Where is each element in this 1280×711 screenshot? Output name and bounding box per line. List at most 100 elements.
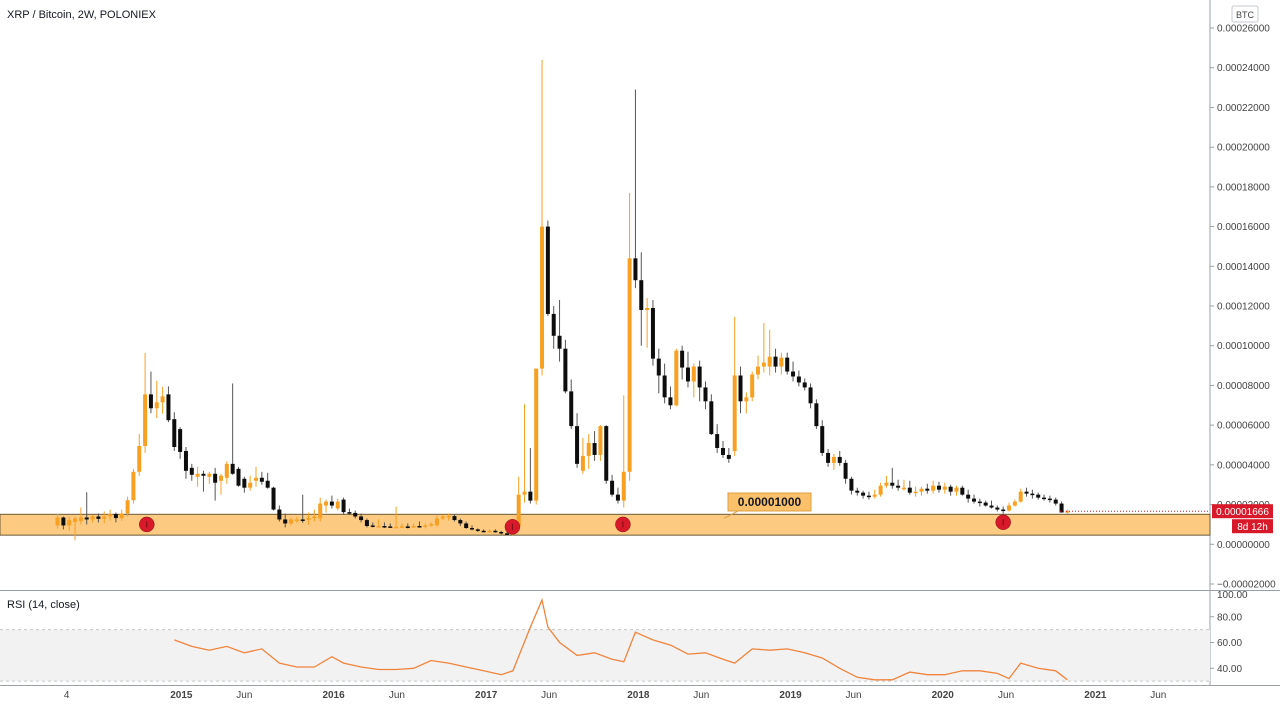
candle-body <box>726 454 731 459</box>
zone-label-box <box>727 492 812 512</box>
candle-body <box>399 526 404 528</box>
candle <box>656 348 661 394</box>
candle-body <box>265 480 270 488</box>
candle-body <box>137 445 142 472</box>
candle <box>1065 509 1070 514</box>
candle <box>125 496 130 517</box>
candle <box>1059 501 1064 513</box>
candle-body <box>849 478 854 491</box>
candle-body <box>855 490 860 493</box>
time-tick-label: Jun <box>236 690 252 701</box>
currency-badge[interactable] <box>1231 5 1259 23</box>
candle <box>1036 492 1041 500</box>
candle <box>376 519 381 528</box>
candle <box>516 476 521 527</box>
candle-body <box>563 348 568 392</box>
candle <box>359 513 364 523</box>
currency-label: BTC <box>1236 10 1255 20</box>
candle <box>469 525 474 531</box>
last-price-tag <box>1212 504 1273 519</box>
candle-body <box>1042 497 1047 500</box>
candle-body <box>324 501 329 506</box>
candle-body <box>429 524 434 526</box>
candle <box>936 481 941 493</box>
time-tick-label: Jun <box>998 690 1014 701</box>
candle <box>446 513 451 521</box>
candle-body <box>680 350 685 368</box>
time-tick-label: 2018 <box>627 690 650 701</box>
candle <box>464 521 469 529</box>
candle-body <box>1030 493 1035 496</box>
candle <box>697 360 702 402</box>
rsi-tick-label: 80.00 <box>1217 612 1242 623</box>
candle-body <box>1007 505 1012 511</box>
candle <box>108 509 113 521</box>
candle <box>966 489 971 503</box>
countdown-tag <box>1232 519 1273 534</box>
candle <box>831 453 836 470</box>
candle <box>866 491 871 500</box>
candle-body <box>499 531 504 534</box>
candle <box>773 348 778 373</box>
candle <box>569 379 574 430</box>
candle-body <box>90 516 95 520</box>
candle-body <box>289 519 294 524</box>
candle-body <box>709 401 714 435</box>
candle <box>779 352 784 375</box>
candle-body <box>872 494 877 497</box>
candle <box>166 386 171 423</box>
candle <box>119 509 124 521</box>
candle <box>750 371 755 402</box>
time-tick-label: 4 <box>64 690 70 701</box>
candle <box>499 530 504 535</box>
candle-body <box>154 402 159 409</box>
time-axis: 4 2015 Jun 2016 Jun 2017 Jun 2018 Jun 2019 Jun 2020… <box>64 690 1166 701</box>
candle-body <box>148 394 153 409</box>
time-tick-label: Jun <box>845 690 861 701</box>
candle <box>487 529 492 533</box>
candle-body <box>505 533 510 535</box>
candle <box>347 508 352 515</box>
candle <box>685 351 690 388</box>
candle <box>417 521 422 528</box>
candle-body <box>966 494 971 499</box>
candle-body <box>936 485 941 490</box>
time-tick-label: 2016 <box>322 690 345 701</box>
candle <box>283 513 288 528</box>
candle <box>931 480 936 494</box>
candle-body <box>78 517 83 521</box>
candle-body <box>160 396 165 403</box>
candle-body <box>446 516 451 518</box>
candle-body <box>218 475 223 481</box>
candle <box>230 383 235 475</box>
candle-body <box>645 307 650 310</box>
candle-body <box>610 480 615 495</box>
candle <box>650 300 655 366</box>
support-zone <box>0 513 1211 536</box>
candle <box>429 522 434 527</box>
price-tick-label: 0.00022000 <box>1217 103 1270 114</box>
candle <box>1007 502 1012 512</box>
candle-body <box>259 477 264 482</box>
rsi-tick-label-top: 100.00 <box>1217 590 1248 601</box>
time-tick-label: 2020 <box>932 690 955 701</box>
candle <box>207 471 212 484</box>
candle <box>907 480 912 495</box>
candle <box>615 487 620 504</box>
candle <box>183 446 188 479</box>
candle <box>820 420 825 456</box>
candle-body <box>633 258 638 281</box>
rsi-tick-label: 60.00 <box>1217 638 1242 649</box>
candle-body <box>55 517 60 526</box>
candle-body <box>370 525 375 527</box>
candle <box>837 450 842 466</box>
price-tick-label: 0.00014000 <box>1217 262 1270 273</box>
candle-body <box>948 486 953 492</box>
rsi-pane: RSI (14, close) 80.00 60.00 40.00 100.00 <box>0 590 1248 682</box>
candle-body <box>779 357 784 367</box>
price-tick-label: −0.00002000 <box>1217 580 1276 591</box>
candle <box>324 499 329 513</box>
candle <box>335 498 340 511</box>
candle-body <box>178 429 183 452</box>
